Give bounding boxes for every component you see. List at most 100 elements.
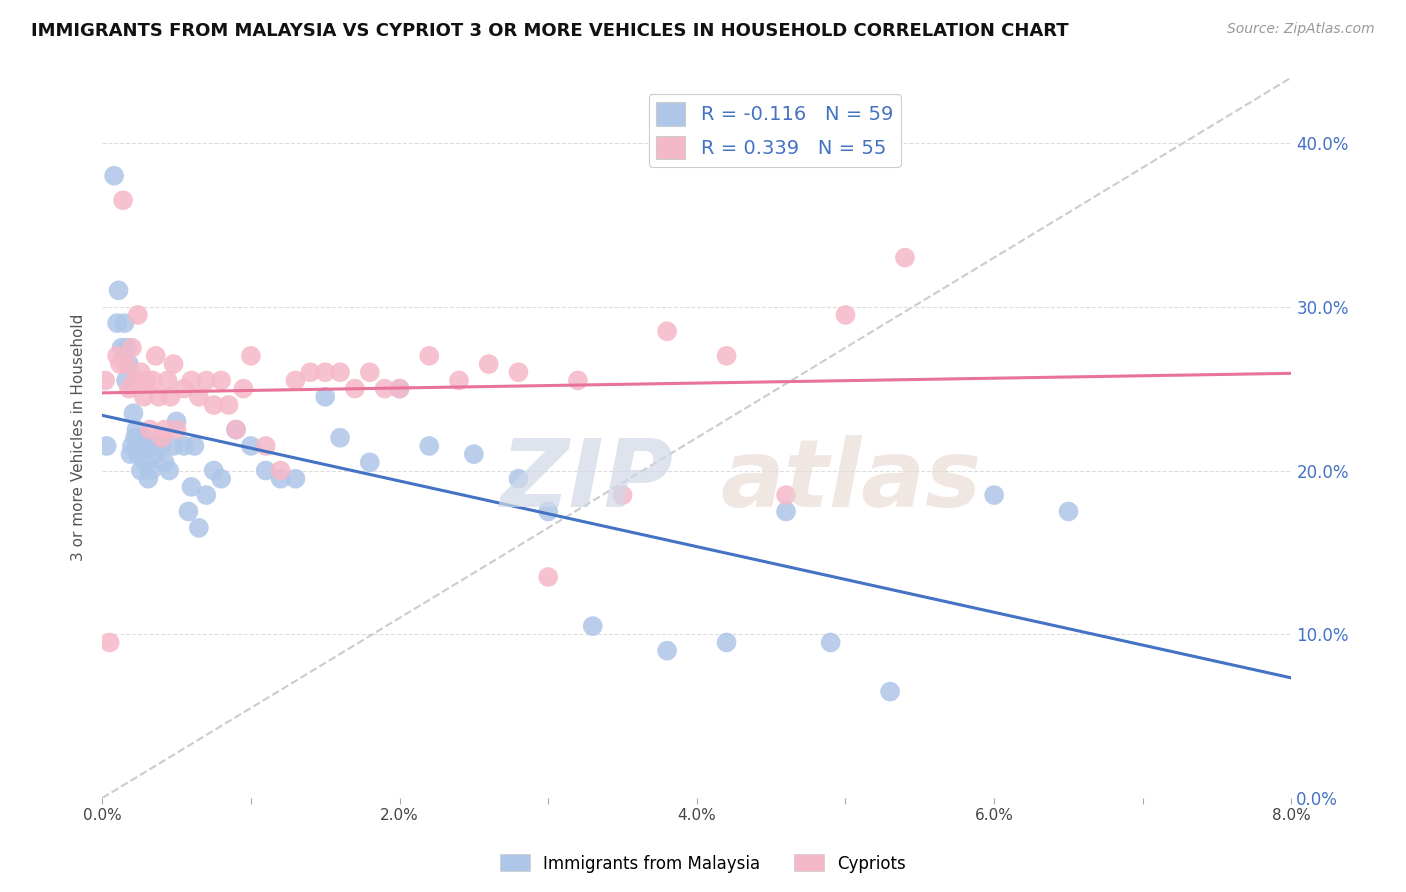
Point: [180, 480, 202, 494]
Point: [103, 169, 125, 183]
Point: [195, 373, 218, 387]
Point: [107, 284, 129, 298]
Point: [716, 349, 738, 363]
Point: [118, 382, 141, 396]
Point: [612, 488, 634, 502]
Text: atlas: atlas: [721, 435, 981, 527]
Point: [183, 439, 205, 453]
Point: [157, 463, 180, 477]
Point: [299, 365, 322, 379]
Point: [139, 439, 162, 453]
Point: [173, 439, 195, 453]
Point: [122, 406, 145, 420]
Text: Source: ZipAtlas.com: Source: ZipAtlas.com: [1227, 22, 1375, 37]
Point: [418, 349, 440, 363]
Point: [125, 423, 148, 437]
Point: [537, 570, 560, 584]
Point: [124, 373, 146, 387]
Point: [153, 423, 176, 437]
Point: [132, 390, 155, 404]
Point: [202, 398, 225, 412]
Point: [418, 439, 440, 453]
Point: [508, 365, 530, 379]
Point: [166, 423, 188, 437]
Point: [173, 382, 195, 396]
Point: [508, 472, 530, 486]
Point: [124, 431, 146, 445]
Point: [187, 390, 209, 404]
Point: [156, 373, 179, 387]
Point: [96, 439, 118, 453]
Point: [209, 472, 232, 486]
Point: [162, 439, 184, 453]
Point: [127, 308, 149, 322]
Point: [655, 324, 678, 338]
Point: [145, 349, 167, 363]
Point: [329, 365, 352, 379]
Point: [129, 463, 152, 477]
Point: [270, 463, 292, 477]
Point: [284, 373, 307, 387]
Point: [180, 373, 202, 387]
Point: [834, 308, 856, 322]
Point: [239, 349, 262, 363]
Point: [225, 423, 247, 437]
Point: [655, 643, 678, 657]
Point: [159, 390, 181, 404]
Point: [879, 684, 901, 698]
Point: [374, 382, 396, 396]
Point: [270, 472, 292, 486]
Point: [105, 349, 128, 363]
Point: [202, 463, 225, 477]
Point: [388, 382, 411, 396]
Point: [582, 619, 605, 633]
Point: [108, 357, 131, 371]
Point: [94, 373, 117, 387]
Point: [820, 635, 842, 649]
Point: [359, 455, 381, 469]
Point: [775, 504, 797, 518]
Point: [114, 316, 136, 330]
Point: [143, 439, 166, 453]
Point: [145, 447, 167, 461]
Point: [388, 382, 411, 396]
Point: [218, 398, 240, 412]
Point: [254, 463, 277, 477]
Point: [132, 431, 155, 445]
Point: [110, 341, 132, 355]
Point: [225, 423, 247, 437]
Point: [115, 357, 138, 371]
Point: [177, 504, 200, 518]
Point: [1057, 504, 1080, 518]
Point: [567, 373, 589, 387]
Point: [111, 194, 134, 208]
Point: [139, 423, 162, 437]
Legend: Immigrants from Malaysia, Cypriots: Immigrants from Malaysia, Cypriots: [494, 847, 912, 880]
Point: [120, 447, 142, 461]
Point: [447, 373, 470, 387]
Point: [239, 439, 262, 453]
Point: [716, 635, 738, 649]
Point: [343, 382, 366, 396]
Point: [359, 365, 381, 379]
Legend: R = -0.116   N = 59, R = 0.339   N = 55: R = -0.116 N = 59, R = 0.339 N = 55: [648, 95, 901, 167]
Point: [105, 316, 128, 330]
Point: [187, 521, 209, 535]
Point: [128, 439, 150, 453]
Point: [135, 373, 157, 387]
Point: [314, 390, 336, 404]
Point: [129, 365, 152, 379]
Point: [195, 488, 218, 502]
Point: [478, 357, 501, 371]
Point: [284, 472, 307, 486]
Point: [153, 455, 176, 469]
Point: [150, 439, 173, 453]
Point: [121, 341, 143, 355]
Point: [894, 251, 917, 265]
Point: [127, 447, 149, 461]
Point: [135, 439, 157, 453]
Point: [166, 414, 188, 428]
Point: [775, 488, 797, 502]
Point: [329, 431, 352, 445]
Point: [98, 635, 121, 649]
